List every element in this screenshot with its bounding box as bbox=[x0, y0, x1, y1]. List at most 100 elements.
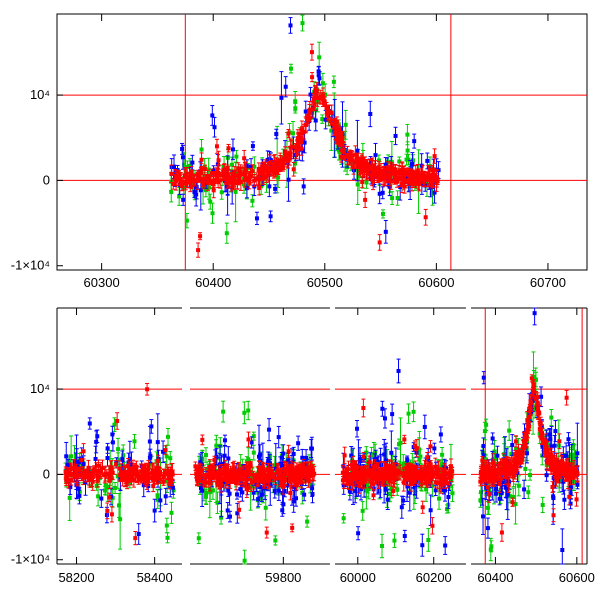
data-point bbox=[397, 159, 402, 164]
data-point bbox=[252, 178, 257, 183]
data-point bbox=[291, 451, 296, 456]
data-point bbox=[381, 168, 386, 173]
data-point bbox=[79, 458, 84, 463]
data-point bbox=[387, 174, 392, 179]
data-point bbox=[405, 169, 410, 174]
data-point bbox=[331, 79, 336, 84]
data-point bbox=[221, 409, 226, 414]
data-point bbox=[168, 468, 173, 473]
data-point bbox=[305, 118, 310, 123]
data-point bbox=[174, 179, 179, 184]
data-point bbox=[147, 455, 152, 460]
data-point bbox=[244, 459, 249, 464]
data-point bbox=[180, 155, 185, 160]
data-point bbox=[377, 170, 382, 175]
data-point bbox=[178, 176, 183, 181]
data-point bbox=[229, 162, 234, 167]
data-point bbox=[199, 157, 204, 162]
data-point bbox=[299, 146, 304, 151]
data-point bbox=[168, 456, 173, 461]
data-point bbox=[169, 190, 174, 195]
data-point bbox=[228, 514, 233, 519]
data-point bbox=[354, 160, 359, 165]
data-point bbox=[276, 488, 281, 493]
data-point bbox=[151, 483, 156, 488]
data-point bbox=[258, 484, 263, 489]
data-point bbox=[305, 519, 310, 524]
data-point bbox=[265, 482, 270, 487]
data-point bbox=[142, 471, 147, 476]
data-point bbox=[430, 168, 435, 173]
data-point bbox=[120, 474, 125, 479]
data-point bbox=[165, 434, 170, 439]
data-point bbox=[283, 153, 288, 158]
data-point bbox=[214, 144, 219, 149]
data-point bbox=[76, 486, 81, 491]
data-point bbox=[129, 462, 134, 467]
data-point bbox=[107, 495, 112, 500]
data-point bbox=[177, 194, 182, 199]
data-point bbox=[337, 135, 342, 140]
data-point bbox=[77, 493, 82, 498]
data-point bbox=[300, 21, 305, 26]
data-point bbox=[227, 175, 232, 180]
data-point bbox=[250, 144, 255, 149]
data-point bbox=[283, 84, 288, 89]
x-tick-label: 60500 bbox=[307, 275, 343, 290]
data-point bbox=[235, 511, 240, 516]
data-point bbox=[77, 459, 82, 464]
data-point bbox=[416, 172, 421, 177]
data-point bbox=[409, 181, 414, 186]
data-point bbox=[257, 454, 262, 459]
data-point bbox=[250, 198, 255, 203]
data-point bbox=[246, 457, 251, 462]
data-point bbox=[272, 160, 277, 165]
data-point bbox=[87, 477, 92, 482]
data-point bbox=[96, 494, 101, 499]
data-point bbox=[81, 449, 86, 454]
data-point bbox=[65, 463, 70, 468]
data-point bbox=[360, 162, 365, 167]
data-point bbox=[105, 446, 110, 451]
data-point bbox=[310, 75, 315, 80]
data-point bbox=[242, 156, 247, 161]
data-point bbox=[279, 95, 284, 100]
data-point bbox=[396, 169, 401, 174]
data-point bbox=[169, 510, 174, 515]
y-tick-label: 10⁴ bbox=[30, 87, 50, 102]
data-point bbox=[212, 125, 217, 130]
data-point bbox=[116, 447, 121, 452]
data-point bbox=[127, 472, 132, 477]
data-point bbox=[132, 439, 137, 444]
data-point bbox=[161, 475, 166, 480]
top-data-points bbox=[169, 14, 441, 258]
data-point bbox=[105, 456, 110, 461]
data-point bbox=[310, 492, 315, 497]
data-point bbox=[166, 476, 171, 481]
data-point bbox=[210, 488, 215, 493]
data-point bbox=[304, 455, 309, 460]
data-point bbox=[280, 508, 285, 513]
y-tick-label: 0 bbox=[43, 172, 50, 187]
data-point bbox=[211, 168, 216, 173]
data-point bbox=[156, 470, 161, 475]
data-point bbox=[207, 185, 212, 190]
data-point bbox=[357, 174, 362, 179]
data-point bbox=[368, 111, 373, 116]
data-point bbox=[263, 164, 268, 169]
data-point bbox=[373, 153, 378, 158]
data-point bbox=[405, 148, 410, 153]
data-point bbox=[205, 466, 210, 471]
data-point bbox=[155, 466, 160, 471]
data-point bbox=[256, 497, 261, 502]
data-point bbox=[404, 157, 409, 162]
data-point bbox=[236, 166, 241, 171]
data-point bbox=[377, 191, 382, 196]
data-point bbox=[250, 475, 255, 480]
data-point bbox=[376, 158, 381, 163]
data-point bbox=[279, 464, 284, 469]
data-point bbox=[242, 169, 247, 174]
data-point bbox=[287, 151, 292, 156]
data-point bbox=[81, 461, 86, 466]
data-point bbox=[337, 150, 342, 155]
